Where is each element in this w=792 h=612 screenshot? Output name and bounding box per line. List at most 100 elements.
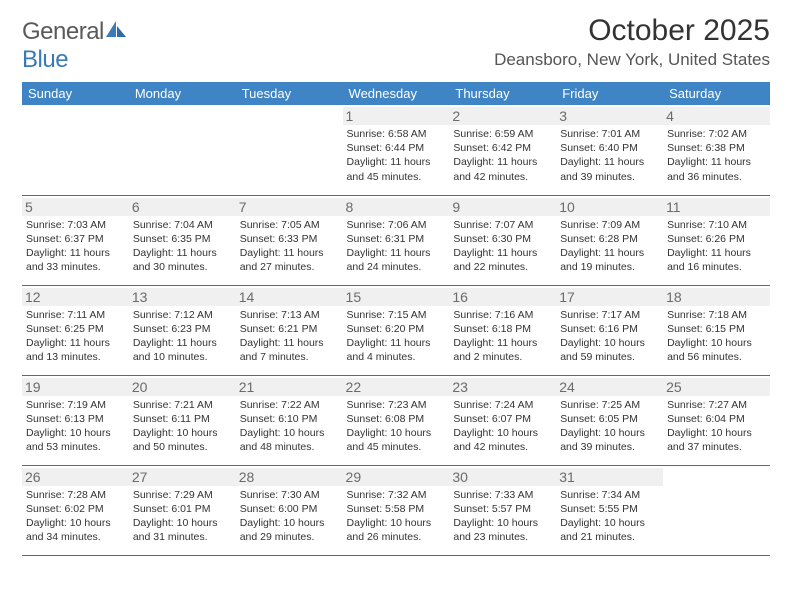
- calendar-cell: 6 Sunrise: 7:04 AMSunset: 6:35 PMDaylight…: [129, 195, 236, 285]
- day-info: Sunrise: 7:01 AMSunset: 6:40 PMDaylight:…: [560, 127, 659, 184]
- day-info-line: Sunset: 6:31 PM: [347, 232, 446, 246]
- day-info-line: Sunrise: 7:09 AM: [560, 218, 659, 232]
- day-info: Sunrise: 7:29 AMSunset: 6:01 PMDaylight:…: [133, 488, 232, 545]
- calendar-cell: 24 Sunrise: 7:25 AMSunset: 6:05 PMDayligh…: [556, 375, 663, 465]
- day-number: 13: [129, 288, 236, 306]
- day-info: Sunrise: 7:03 AMSunset: 6:37 PMDaylight:…: [26, 218, 125, 275]
- calendar-cell: 2Sunrise: 6:59 AMSunset: 6:42 PMDaylight…: [449, 105, 556, 195]
- calendar-week: 19Sunrise: 7:19 AMSunset: 6:13 PMDayligh…: [22, 375, 770, 465]
- day-info-line: Sunrise: 7:13 AM: [240, 308, 339, 322]
- day-number: [22, 107, 129, 125]
- day-info: Sunrise: 7:02 AMSunset: 6:38 PMDaylight:…: [667, 127, 766, 184]
- day-info-line: Sunset: 6:42 PM: [453, 141, 552, 155]
- day-info-line: Daylight: 11 hours and 45 minutes.: [347, 155, 446, 183]
- day-number: 15: [343, 288, 450, 306]
- logo-general: General: [22, 18, 104, 45]
- day-info-line: Daylight: 11 hours and 33 minutes.: [26, 246, 125, 274]
- calendar-cell: 13Sunrise: 7:12 AMSunset: 6:23 PMDayligh…: [129, 285, 236, 375]
- day-info-line: Daylight: 10 hours and 21 minutes.: [560, 516, 659, 544]
- calendar-cell: 18Sunrise: 7:18 AMSunset: 6:15 PMDayligh…: [663, 285, 770, 375]
- day-info-line: Sunrise: 6:59 AM: [453, 127, 552, 141]
- day-number: 20: [129, 378, 236, 396]
- day-info: Sunrise: 7:04 AMSunset: 6:35 PMDaylight:…: [133, 218, 232, 275]
- day-info-line: Sunrise: 7:10 AM: [667, 218, 766, 232]
- day-info-line: Sunset: 6:11 PM: [133, 412, 232, 426]
- calendar-cell: 7Sunrise: 7:05 AMSunset: 6:33 PMDaylight…: [236, 195, 343, 285]
- day-info-line: Sunrise: 7:22 AM: [240, 398, 339, 412]
- calendar-cell: 20Sunrise: 7:21 AMSunset: 6:11 PMDayligh…: [129, 375, 236, 465]
- day-info-line: Sunset: 5:57 PM: [453, 502, 552, 516]
- day-header: Sunday: [22, 82, 129, 105]
- day-info-line: Daylight: 11 hours and 42 minutes.: [453, 155, 552, 183]
- calendar-cell: 21Sunrise: 7:22 AMSunset: 6:10 PMDayligh…: [236, 375, 343, 465]
- page-header: GeneralBlue October 2025 Deansboro, New …: [22, 14, 770, 74]
- day-info: Sunrise: 7:23 AMSunset: 6:08 PMDaylight:…: [347, 398, 446, 455]
- day-info-line: Daylight: 10 hours and 56 minutes.: [667, 336, 766, 364]
- day-number: 3: [556, 107, 663, 125]
- day-info-line: Sunrise: 7:17 AM: [560, 308, 659, 322]
- title-block: October 2025 Deansboro, New York, United…: [494, 14, 770, 70]
- calendar-week: 5 Sunrise: 7:03 AMSunset: 6:37 PMDaylight…: [22, 195, 770, 285]
- day-info-line: Daylight: 10 hours and 34 minutes.: [26, 516, 125, 544]
- day-info-line: Sunset: 6:10 PM: [240, 412, 339, 426]
- day-info: Sunrise: 7:15 AMSunset: 6:20 PMDaylight:…: [347, 308, 446, 365]
- day-info-line: Sunrise: 7:24 AM: [453, 398, 552, 412]
- day-info-line: Sunrise: 7:12 AM: [133, 308, 232, 322]
- day-info-line: Daylight: 11 hours and 2 minutes.: [453, 336, 552, 364]
- day-info-line: Sunrise: 7:25 AM: [560, 398, 659, 412]
- day-number: 1: [343, 107, 450, 125]
- day-number: [236, 107, 343, 125]
- day-info-line: Sunset: 6:30 PM: [453, 232, 552, 246]
- day-number: 16: [449, 288, 556, 306]
- logo-sail-icon: [106, 18, 128, 46]
- day-info-line: Sunrise: 7:07 AM: [453, 218, 552, 232]
- calendar-cell: 14Sunrise: 7:13 AMSunset: 6:21 PMDayligh…: [236, 285, 343, 375]
- logo: GeneralBlue: [22, 18, 128, 74]
- day-info-line: Daylight: 10 hours and 45 minutes.: [347, 426, 446, 454]
- day-info: Sunrise: 6:59 AMSunset: 6:42 PMDaylight:…: [453, 127, 552, 184]
- day-info-line: Sunset: 6:13 PM: [26, 412, 125, 426]
- day-info-line: Sunrise: 7:04 AM: [133, 218, 232, 232]
- day-info-line: Sunrise: 7:30 AM: [240, 488, 339, 502]
- calendar-cell: 16Sunrise: 7:16 AMSunset: 6:18 PMDayligh…: [449, 285, 556, 375]
- day-info: Sunrise: 7:09 AMSunset: 6:28 PMDaylight:…: [560, 218, 659, 275]
- calendar-week: 12Sunrise: 7:11 AMSunset: 6:25 PMDayligh…: [22, 285, 770, 375]
- day-info-line: Sunrise: 7:18 AM: [667, 308, 766, 322]
- day-number: 4: [663, 107, 770, 125]
- day-number: 11: [663, 198, 770, 216]
- day-info: Sunrise: 7:18 AMSunset: 6:15 PMDaylight:…: [667, 308, 766, 365]
- calendar-cell: 25Sunrise: 7:27 AMSunset: 6:04 PMDayligh…: [663, 375, 770, 465]
- day-info-line: Daylight: 10 hours and 31 minutes.: [133, 516, 232, 544]
- calendar-cell: [236, 105, 343, 195]
- calendar-cell: 11Sunrise: 7:10 AMSunset: 6:26 PMDayligh…: [663, 195, 770, 285]
- day-info-line: Sunset: 6:16 PM: [560, 322, 659, 336]
- day-info: Sunrise: 7:25 AMSunset: 6:05 PMDaylight:…: [560, 398, 659, 455]
- day-number: 8: [343, 198, 450, 216]
- calendar-cell: 28Sunrise: 7:30 AMSunset: 6:00 PMDayligh…: [236, 465, 343, 555]
- calendar-cell: 10Sunrise: 7:09 AMSunset: 6:28 PMDayligh…: [556, 195, 663, 285]
- day-info: Sunrise: 7:27 AMSunset: 6:04 PMDaylight:…: [667, 398, 766, 455]
- day-info-line: Daylight: 11 hours and 27 minutes.: [240, 246, 339, 274]
- day-info: Sunrise: 7:17 AMSunset: 6:16 PMDaylight:…: [560, 308, 659, 365]
- day-number: 6: [129, 198, 236, 216]
- calendar-head: SundayMondayTuesdayWednesdayThursdayFrid…: [22, 82, 770, 105]
- day-info-line: Sunset: 6:01 PM: [133, 502, 232, 516]
- calendar-cell: 4 Sunrise: 7:02 AMSunset: 6:38 PMDaylight…: [663, 105, 770, 195]
- day-info-line: Sunrise: 7:33 AM: [453, 488, 552, 502]
- day-info: Sunrise: 7:06 AMSunset: 6:31 PMDaylight:…: [347, 218, 446, 275]
- day-number: 24: [556, 378, 663, 396]
- day-header: Tuesday: [236, 82, 343, 105]
- calendar-cell: 17Sunrise: 7:17 AMSunset: 6:16 PMDayligh…: [556, 285, 663, 375]
- day-info-line: Daylight: 10 hours and 23 minutes.: [453, 516, 552, 544]
- day-info-line: Daylight: 11 hours and 22 minutes.: [453, 246, 552, 274]
- day-info: Sunrise: 7:24 AMSunset: 6:07 PMDaylight:…: [453, 398, 552, 455]
- calendar-cell: 19Sunrise: 7:19 AMSunset: 6:13 PMDayligh…: [22, 375, 129, 465]
- calendar-cell: 31Sunrise: 7:34 AMSunset: 5:55 PMDayligh…: [556, 465, 663, 555]
- day-info-line: Sunset: 6:23 PM: [133, 322, 232, 336]
- calendar-week: 26Sunrise: 7:28 AMSunset: 6:02 PMDayligh…: [22, 465, 770, 555]
- day-number: 5: [22, 198, 129, 216]
- calendar-cell: 30Sunrise: 7:33 AMSunset: 5:57 PMDayligh…: [449, 465, 556, 555]
- day-info-line: Sunset: 6:44 PM: [347, 141, 446, 155]
- day-info-line: Sunrise: 6:58 AM: [347, 127, 446, 141]
- day-info: Sunrise: 7:28 AMSunset: 6:02 PMDaylight:…: [26, 488, 125, 545]
